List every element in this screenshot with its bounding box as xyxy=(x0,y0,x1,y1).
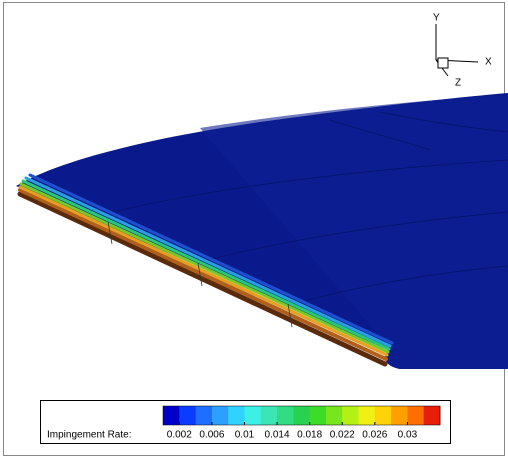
colorbar-swatch xyxy=(163,406,180,425)
colorbar-tick-label: 0.018 xyxy=(297,430,322,441)
colorbar-swatch xyxy=(293,406,311,425)
colorbar-tick-label: 0.01 xyxy=(235,430,255,441)
colorbar-swatch xyxy=(309,406,327,425)
colorbar-swatch xyxy=(342,406,360,425)
mesh-lines xyxy=(99,111,508,306)
axis-label-y: Y xyxy=(433,13,440,24)
colorbar-swatch xyxy=(211,406,229,425)
colorbar-swatch xyxy=(358,406,376,425)
colorbar-tick-label: 0.002 xyxy=(167,430,192,441)
axis-label-z: Z xyxy=(455,78,461,89)
colorbar-tick-label: 0.006 xyxy=(199,430,224,441)
colorbar-swatch xyxy=(391,406,408,425)
colorbar-swatch xyxy=(374,406,392,425)
colorbar-outline xyxy=(162,405,441,426)
colorbar-swatch xyxy=(195,406,213,425)
axis-triad xyxy=(435,24,479,77)
leading-edge xyxy=(17,173,394,367)
axis-label-x: X xyxy=(485,57,492,68)
colorbar-tick-label: 0.03 xyxy=(398,430,418,441)
colorbar-swatch xyxy=(260,406,278,425)
colorbar-swatch xyxy=(179,406,197,425)
colorbar-swatch xyxy=(228,406,245,425)
colorbar-swatch xyxy=(244,406,262,425)
colorbar-swatch xyxy=(325,406,343,425)
colorbar-swatch xyxy=(277,406,294,425)
colorbar-tick-label: 0.026 xyxy=(362,430,387,441)
colorbar-swatch xyxy=(407,406,425,425)
colorbar-tick-label: 0.014 xyxy=(265,430,290,441)
colorbar-tick-label: 0.022 xyxy=(330,430,355,441)
edge-seams xyxy=(107,221,293,328)
colorbar-swatch xyxy=(423,406,441,425)
legend-label: Impingement Rate: xyxy=(47,430,132,441)
wing-shade xyxy=(200,95,508,369)
